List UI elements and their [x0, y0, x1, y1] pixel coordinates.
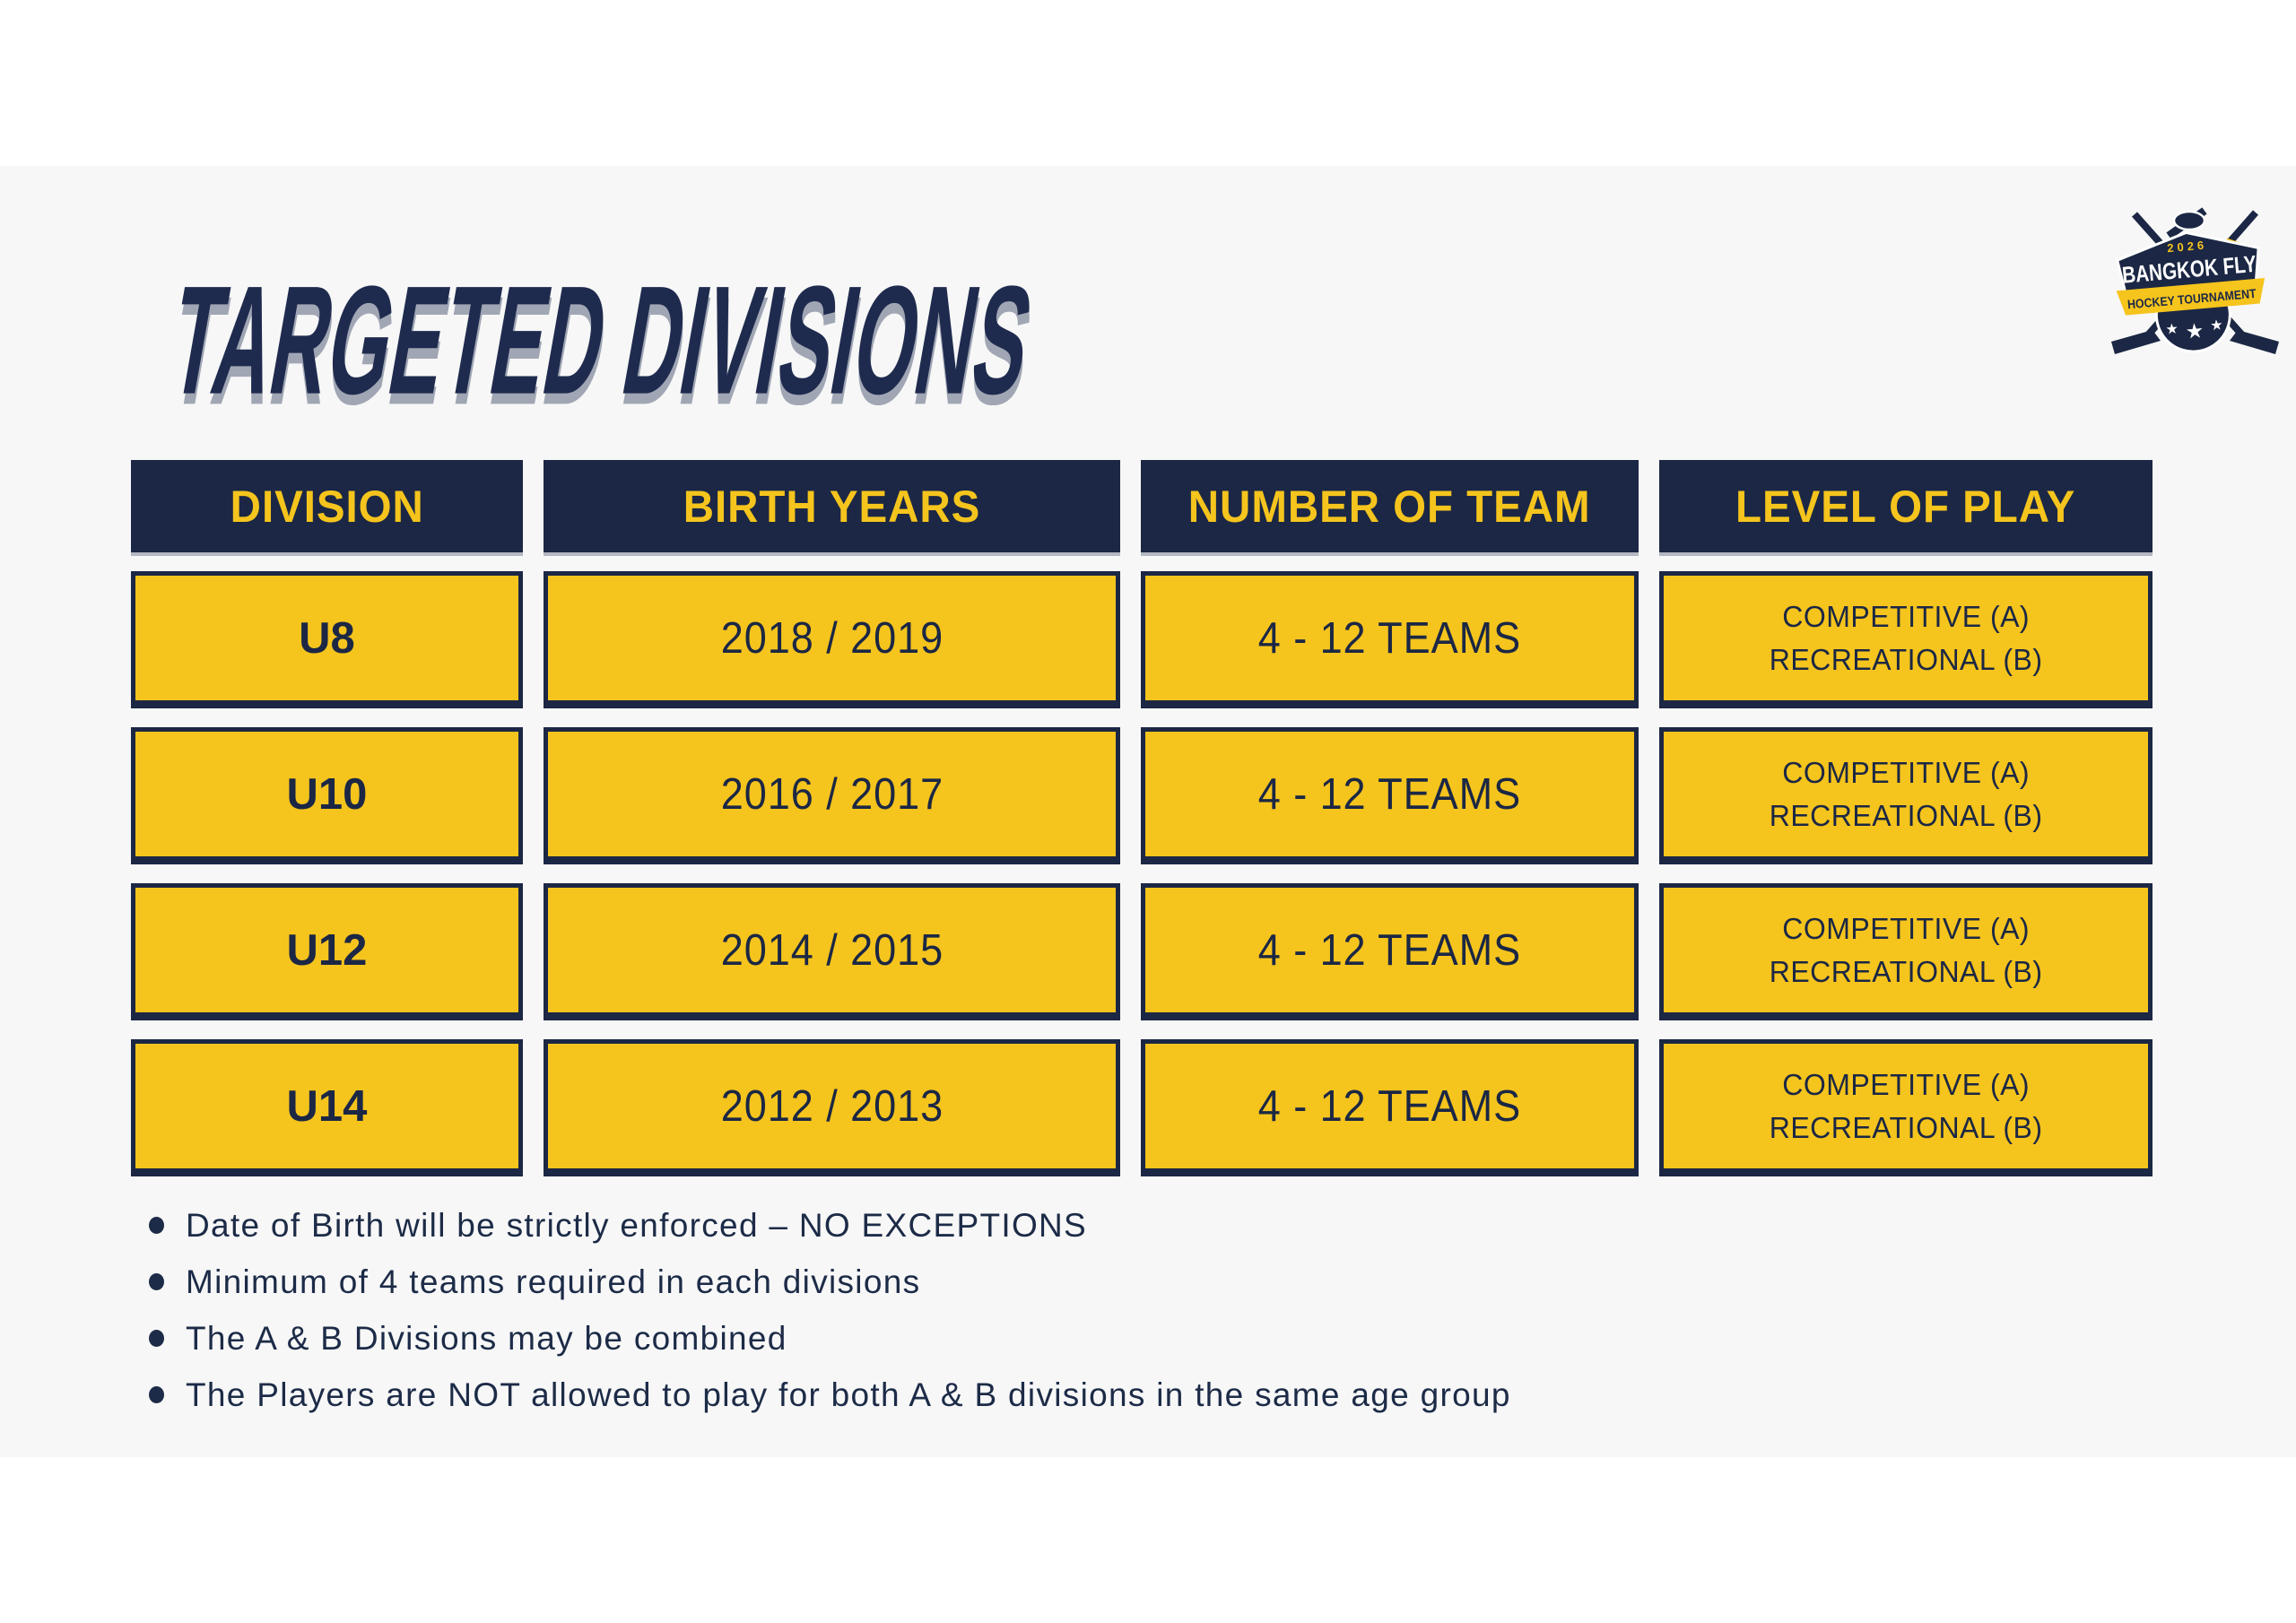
- column-header-birth-years: BIRTH YEARS: [544, 460, 1120, 552]
- cell-number-of-teams: 4 - 12 TEAMS: [1141, 727, 1639, 864]
- cell-birth-years: 2016 / 2017: [544, 727, 1120, 864]
- bullet-icon: [149, 1386, 164, 1403]
- cell-birth-years: 2014 / 2015: [544, 883, 1120, 1020]
- tournament-logo: 2026 BANGKOK FLY HOCKEY TOURNAMENT ★ ★ ★: [2111, 207, 2279, 354]
- cell-level-of-play: COMPETITIVE (A) RECREATIONAL (B): [1659, 571, 2152, 708]
- slide-background: TARGETED DIVISIONS 2026 BANGKOK FLY: [0, 166, 2296, 1457]
- column-header-number-of-team: NUMBER OF TEAM: [1141, 460, 1639, 552]
- cell-level-of-play: COMPETITIVE (A) RECREATIONAL (B): [1659, 883, 2152, 1020]
- bullet-icon: [149, 1273, 164, 1290]
- cell-level-of-play: COMPETITIVE (A) RECREATIONAL (B): [1659, 727, 2152, 864]
- logo-year: 2026: [2167, 238, 2208, 255]
- bullet-icon: [149, 1217, 164, 1234]
- bullet-icon: [149, 1330, 164, 1347]
- note-item: Minimum of 4 teams required in each divi…: [149, 1254, 1511, 1310]
- page-title: TARGETED DIVISIONS: [159, 254, 1045, 428]
- cell-birth-years: 2018 / 2019: [544, 571, 1120, 708]
- cell-level-of-play: COMPETITIVE (A) RECREATIONAL (B): [1659, 1039, 2152, 1176]
- star-icon: ★: [2209, 316, 2223, 334]
- cell-division: U14: [131, 1039, 523, 1176]
- cell-number-of-teams: 4 - 12 TEAMS: [1141, 571, 1639, 708]
- puck-icon: [2166, 207, 2207, 239]
- notes-list: Date of Birth will be strictly enforced …: [149, 1197, 1511, 1423]
- star-icon: ★: [2185, 319, 2205, 344]
- cell-number-of-teams: 4 - 12 TEAMS: [1141, 883, 1639, 1020]
- cell-division: U12: [131, 883, 523, 1020]
- note-item: Date of Birth will be strictly enforced …: [149, 1197, 1511, 1254]
- badge: 2026 BANGKOK FLY HOCKEY TOURNAMENT ★ ★ ★: [2115, 230, 2266, 353]
- star-icon: ★: [2165, 320, 2179, 338]
- column-header-division: DIVISION: [131, 460, 523, 552]
- column-header-level-of-play: LEVEL OF PLAY: [1659, 460, 2152, 552]
- divisions-table: DIVISION BIRTH YEARS NUMBER OF TEAM LEVE…: [131, 460, 2152, 1176]
- note-item: The Players are NOT allowed to play for …: [149, 1367, 1511, 1423]
- cell-division: U8: [131, 571, 523, 708]
- note-item: The A & B Divisions may be combined: [149, 1310, 1511, 1367]
- cell-number-of-teams: 4 - 12 TEAMS: [1141, 1039, 1639, 1176]
- cell-division: U10: [131, 727, 523, 864]
- cell-birth-years: 2012 / 2013: [544, 1039, 1120, 1176]
